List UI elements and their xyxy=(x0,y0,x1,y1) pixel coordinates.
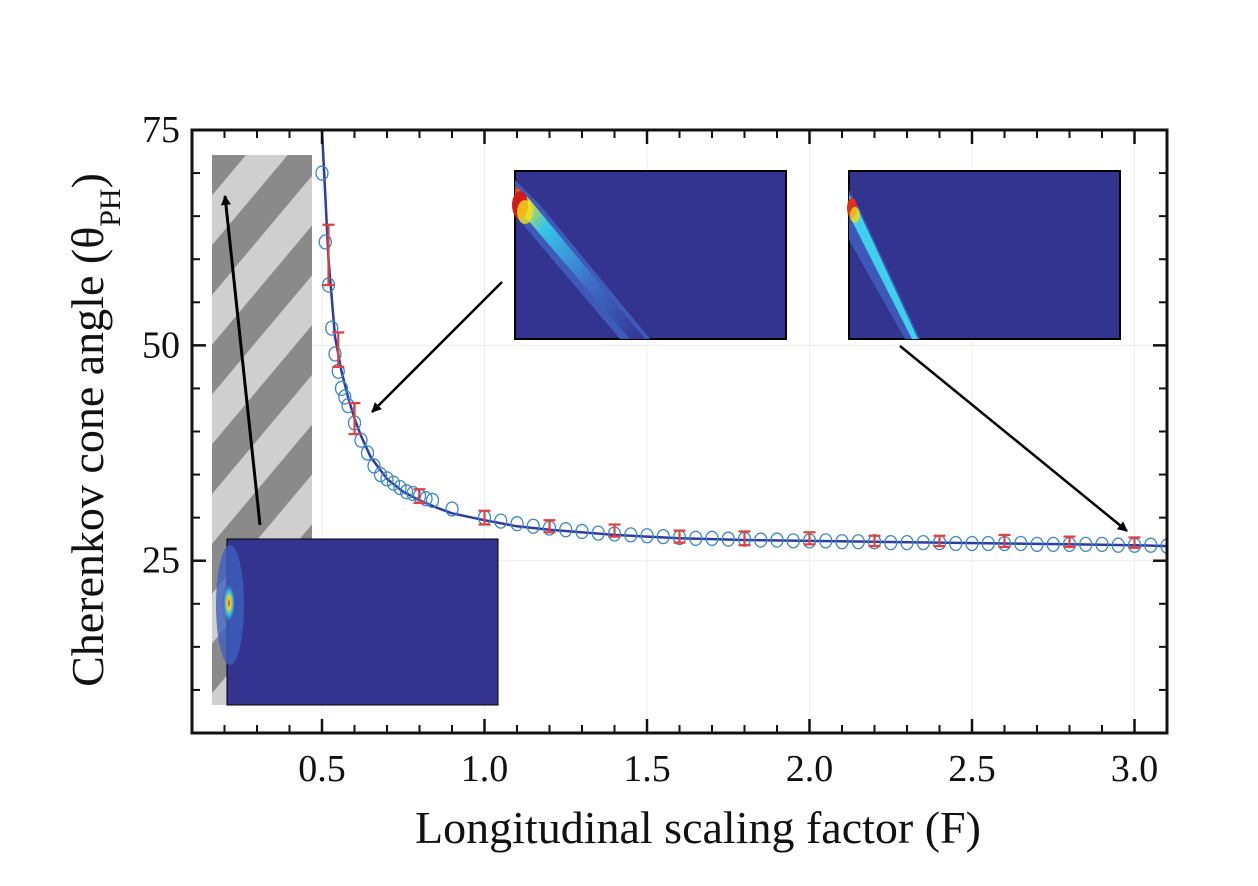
data-point xyxy=(916,534,930,551)
axis-ticks xyxy=(192,128,1167,733)
y-tick-label: 50 xyxy=(142,324,180,366)
data-point xyxy=(1030,536,1044,552)
data-point xyxy=(1014,535,1028,552)
data-point xyxy=(786,533,800,549)
y-tick-label: 75 xyxy=(142,109,180,151)
data-point xyxy=(354,432,368,448)
x-axis-label: Longitudinal scaling factor (F) xyxy=(415,802,981,853)
error-bar xyxy=(998,533,1011,549)
x-tick-label: 2.0 xyxy=(786,748,834,790)
error-bar xyxy=(348,401,361,436)
data-point xyxy=(640,528,654,544)
data-point xyxy=(373,466,388,483)
data-point xyxy=(591,525,605,541)
x-tick-labels: 0.5 1.0 1.5 2.0 2.5 3.0 xyxy=(298,748,1158,790)
data-point xyxy=(386,475,401,491)
field-inset-top-left xyxy=(512,170,787,340)
error-bars-layer xyxy=(322,223,1141,549)
arrow-to-inset-curve-right xyxy=(899,345,1128,532)
data-points-layer xyxy=(315,165,1167,554)
error-bar xyxy=(1128,536,1141,549)
data-point xyxy=(380,471,394,487)
data-point xyxy=(328,346,342,362)
data-point xyxy=(981,535,995,552)
data-point xyxy=(494,513,508,529)
data-point xyxy=(689,530,703,546)
error-bar xyxy=(1063,535,1076,549)
data-point xyxy=(819,533,833,549)
data-point xyxy=(1079,536,1093,552)
data-point xyxy=(338,389,352,405)
data-point xyxy=(1144,537,1158,553)
error-bar xyxy=(478,509,491,526)
arrow-to-inset-curve-left xyxy=(371,281,503,413)
data-point xyxy=(1160,538,1167,554)
data-point xyxy=(510,516,524,532)
data-point xyxy=(754,532,768,548)
data-point xyxy=(1046,536,1060,552)
data-point xyxy=(770,532,784,548)
y-tick-label: 25 xyxy=(142,540,180,582)
error-bar xyxy=(413,488,426,505)
error-bar xyxy=(543,519,556,534)
data-point xyxy=(360,445,375,461)
material-arrow xyxy=(220,195,262,526)
data-point xyxy=(445,501,459,517)
error-bar xyxy=(332,331,345,368)
data-point xyxy=(575,523,589,540)
data-point xyxy=(851,534,865,550)
field-inset-top-right xyxy=(847,170,1121,340)
data-point xyxy=(624,527,638,543)
data-point xyxy=(325,320,339,336)
data-point xyxy=(949,535,963,552)
data-point xyxy=(425,492,440,509)
data-point xyxy=(318,234,332,250)
data-point xyxy=(656,528,670,545)
data-point xyxy=(965,535,979,552)
data-point xyxy=(900,534,914,551)
data-point xyxy=(721,531,735,547)
data-point xyxy=(884,534,898,551)
y-axis-label: Cherenkov cone angle (θPH) xyxy=(62,173,127,687)
error-bar xyxy=(803,531,816,546)
error-bar xyxy=(868,534,881,548)
error-bar xyxy=(608,523,621,538)
data-point xyxy=(705,530,719,546)
field-inset-bottom-left xyxy=(216,538,499,706)
data-point xyxy=(1111,537,1125,553)
x-tick-label: 0.5 xyxy=(298,748,346,790)
x-tick-label: 1.0 xyxy=(461,748,509,790)
data-point xyxy=(315,165,329,181)
error-bar xyxy=(738,530,751,547)
data-point xyxy=(559,522,573,538)
x-tick-label: 3.0 xyxy=(1111,748,1159,790)
data-point xyxy=(1095,536,1109,552)
x-tick-label: 2.5 xyxy=(948,748,996,790)
error-bar xyxy=(322,223,335,287)
data-point xyxy=(526,518,540,534)
x-tick-label: 1.5 xyxy=(623,748,671,790)
data-point xyxy=(399,484,414,500)
data-point xyxy=(393,479,407,496)
error-bar xyxy=(933,534,946,548)
data-point xyxy=(835,534,849,550)
error-bar xyxy=(673,529,686,544)
data-point xyxy=(334,380,349,397)
y-tick-labels: 25 50 75 xyxy=(142,109,180,582)
